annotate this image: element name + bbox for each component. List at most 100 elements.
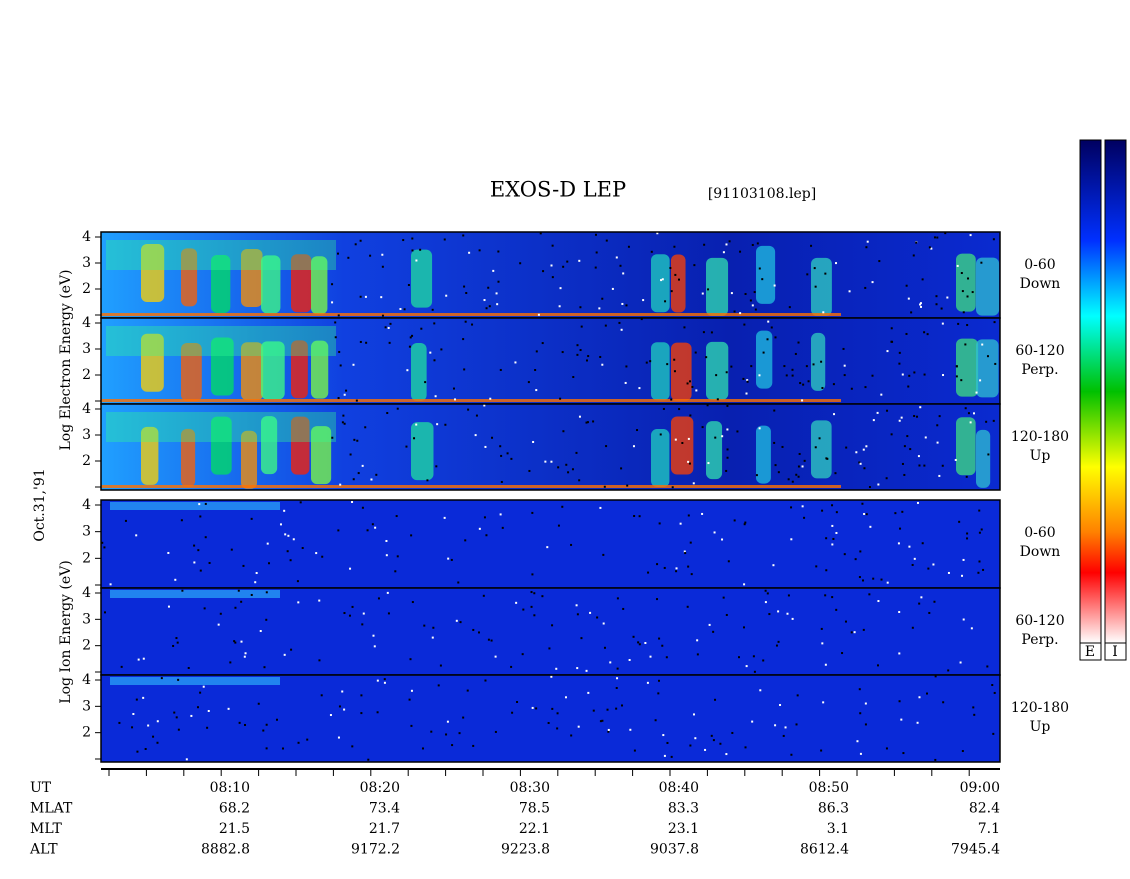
noise-dot — [254, 581, 257, 584]
noise-dot — [283, 509, 286, 512]
noise-dot — [744, 292, 747, 295]
noise-dot — [782, 734, 785, 737]
noise-dot — [465, 292, 468, 295]
noise-dot — [202, 685, 205, 688]
noise-dot — [287, 534, 290, 537]
row-value: 08:40 — [659, 780, 699, 796]
noise-dot — [936, 441, 939, 444]
noise-dot — [958, 520, 961, 523]
noise-dot — [841, 652, 844, 655]
noise-dot — [135, 534, 138, 537]
noise-dot — [876, 664, 879, 667]
noise-dot — [492, 269, 495, 272]
noise-dot — [859, 752, 862, 755]
noise-dot — [694, 737, 697, 740]
noise-dot — [743, 323, 746, 326]
noise-dot — [408, 698, 411, 701]
noise-dot — [935, 295, 938, 298]
noise-dot — [796, 694, 799, 697]
noise-dot — [603, 485, 606, 488]
noise-dot — [594, 266, 597, 269]
noise-dot — [992, 238, 995, 241]
noise-dot — [533, 592, 536, 595]
title: EXOS-D LEP — [490, 178, 626, 202]
noise-dot — [726, 404, 729, 407]
noise-dot — [865, 513, 868, 516]
row-value: 7945.4 — [951, 842, 1000, 858]
noise-dot — [370, 478, 373, 481]
noise-dot — [764, 601, 767, 604]
noise-dot — [467, 408, 470, 411]
noise-dot — [941, 322, 944, 325]
noise-dot — [733, 519, 736, 522]
noise-dot — [821, 509, 824, 512]
row-value: 78.5 — [519, 801, 550, 817]
noise-dot — [562, 430, 565, 433]
noise-dot — [633, 749, 636, 752]
noise-dot — [725, 243, 728, 246]
noise-dot — [877, 483, 880, 486]
noise-dot — [980, 528, 983, 531]
noise-dot — [233, 640, 236, 643]
noise-dot — [396, 407, 399, 410]
noise-dot — [911, 563, 914, 566]
noise-dot — [625, 304, 628, 307]
noise-dot — [411, 334, 414, 337]
noise-dot — [689, 541, 692, 544]
noise-dot — [663, 566, 666, 569]
noise-dot — [898, 419, 901, 422]
colorbar — [1104, 139, 1127, 644]
spectrogram-feature — [110, 502, 280, 510]
noise-dot — [894, 512, 897, 515]
noise-dot — [443, 238, 446, 241]
noise-dot — [445, 733, 448, 736]
noise-dot — [457, 581, 460, 584]
noise-dot — [349, 567, 352, 570]
noise-dot — [858, 688, 861, 691]
noise-dot — [462, 338, 465, 341]
noise-dot — [474, 434, 477, 437]
noise-dot — [297, 601, 300, 604]
noise-dot — [677, 278, 680, 281]
noise-dot — [564, 696, 567, 699]
noise-dot — [607, 728, 610, 731]
noise-dot — [791, 480, 794, 483]
noise-dot — [268, 562, 271, 565]
noise-dot — [444, 423, 447, 426]
noise-dot — [534, 369, 537, 372]
noise-dot — [347, 256, 350, 259]
noise-dot — [902, 752, 905, 755]
panel-direction-label: Perp. — [1021, 362, 1058, 378]
noise-dot — [250, 517, 253, 520]
noise-dot — [375, 473, 378, 476]
noise-dot — [567, 471, 570, 474]
noise-dot — [825, 537, 828, 540]
noise-dot — [592, 420, 595, 423]
noise-dot — [955, 375, 958, 378]
noise-dot — [354, 243, 357, 246]
noise-dot — [279, 523, 282, 526]
noise-dot — [482, 594, 485, 597]
noise-dot — [550, 460, 553, 463]
noise-dot — [566, 260, 569, 263]
spectrogram-feature — [241, 430, 258, 489]
noise-dot — [992, 732, 995, 735]
noise-dot — [862, 579, 865, 582]
noise-dot — [767, 320, 770, 323]
spectrogram-feature — [211, 337, 234, 396]
noise-dot — [243, 655, 246, 658]
noise-dot — [415, 259, 418, 262]
noise-dot — [471, 323, 474, 326]
noise-dot — [890, 433, 893, 436]
noise-dot — [752, 655, 755, 658]
noise-dot — [292, 538, 295, 541]
spectrogram-feature — [956, 417, 976, 476]
noise-dot — [930, 247, 933, 250]
noise-dot — [835, 531, 838, 534]
noise-dot — [603, 646, 606, 649]
noise-dot — [616, 597, 619, 600]
noise-dot — [886, 350, 889, 353]
noise-dot — [637, 641, 640, 644]
noise-dot — [217, 623, 220, 626]
noise-dot — [359, 295, 362, 298]
